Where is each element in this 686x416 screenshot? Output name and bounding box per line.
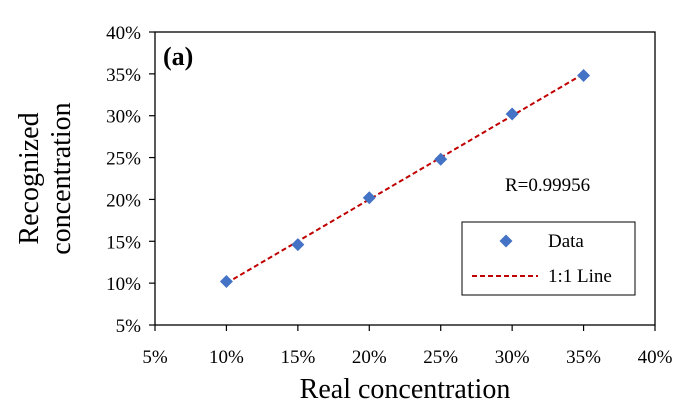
y-tick-label: 30%: [106, 107, 141, 128]
x-tick-label: 35%: [566, 347, 601, 368]
x-tick-label: 40%: [638, 347, 673, 368]
x-tick-label: 5%: [142, 347, 168, 368]
x-tick-label: 25%: [423, 347, 458, 368]
y-tick-label: 35%: [106, 65, 141, 86]
y-tick-label: 10%: [106, 274, 141, 295]
y-tick-label: 15%: [106, 232, 141, 253]
one-to-one-line: [225, 72, 585, 285]
panel-label: (a): [163, 42, 193, 71]
fit-line-layer: [225, 72, 585, 285]
y-tick-label: 20%: [106, 190, 141, 211]
y-axis-title-line-2: concentration: [46, 102, 77, 254]
data-point: [219, 274, 233, 288]
y-tick-label: 25%: [106, 149, 141, 170]
y-axis-title-line-1: Recognized: [14, 112, 45, 244]
data-point: [577, 69, 591, 83]
data-point: [291, 238, 305, 252]
data-points-layer: [219, 69, 591, 288]
ticks-layer: 5% 10% 15% 20% 25% 30% 35% 40% 5% 10% 15% 20% 25% 30%…: [106, 23, 672, 368]
legend-diamond-icon: [499, 234, 513, 248]
x-tick-label: 15%: [280, 347, 315, 368]
y-axis-title: Recognized concentration: [14, 102, 77, 254]
legend-label-data: Data: [548, 231, 584, 252]
correlation-annotation: R=0.99956: [505, 175, 590, 196]
x-axis-title: Real concentration: [300, 374, 511, 405]
x-tick-label: 20%: [352, 347, 387, 368]
data-point: [434, 152, 448, 166]
legend-box: [461, 221, 636, 296]
x-tick-label: 10%: [209, 347, 244, 368]
legend-label-line: 1:1 Line: [548, 266, 612, 287]
y-tick-label: 40%: [106, 23, 141, 44]
legend: Data 1:1 Line: [461, 221, 636, 296]
y-tick-label: 5%: [116, 316, 142, 337]
data-point: [362, 191, 376, 205]
x-tick-label: 30%: [495, 347, 530, 368]
data-point: [505, 107, 519, 121]
plot-frame: [154, 31, 656, 326]
